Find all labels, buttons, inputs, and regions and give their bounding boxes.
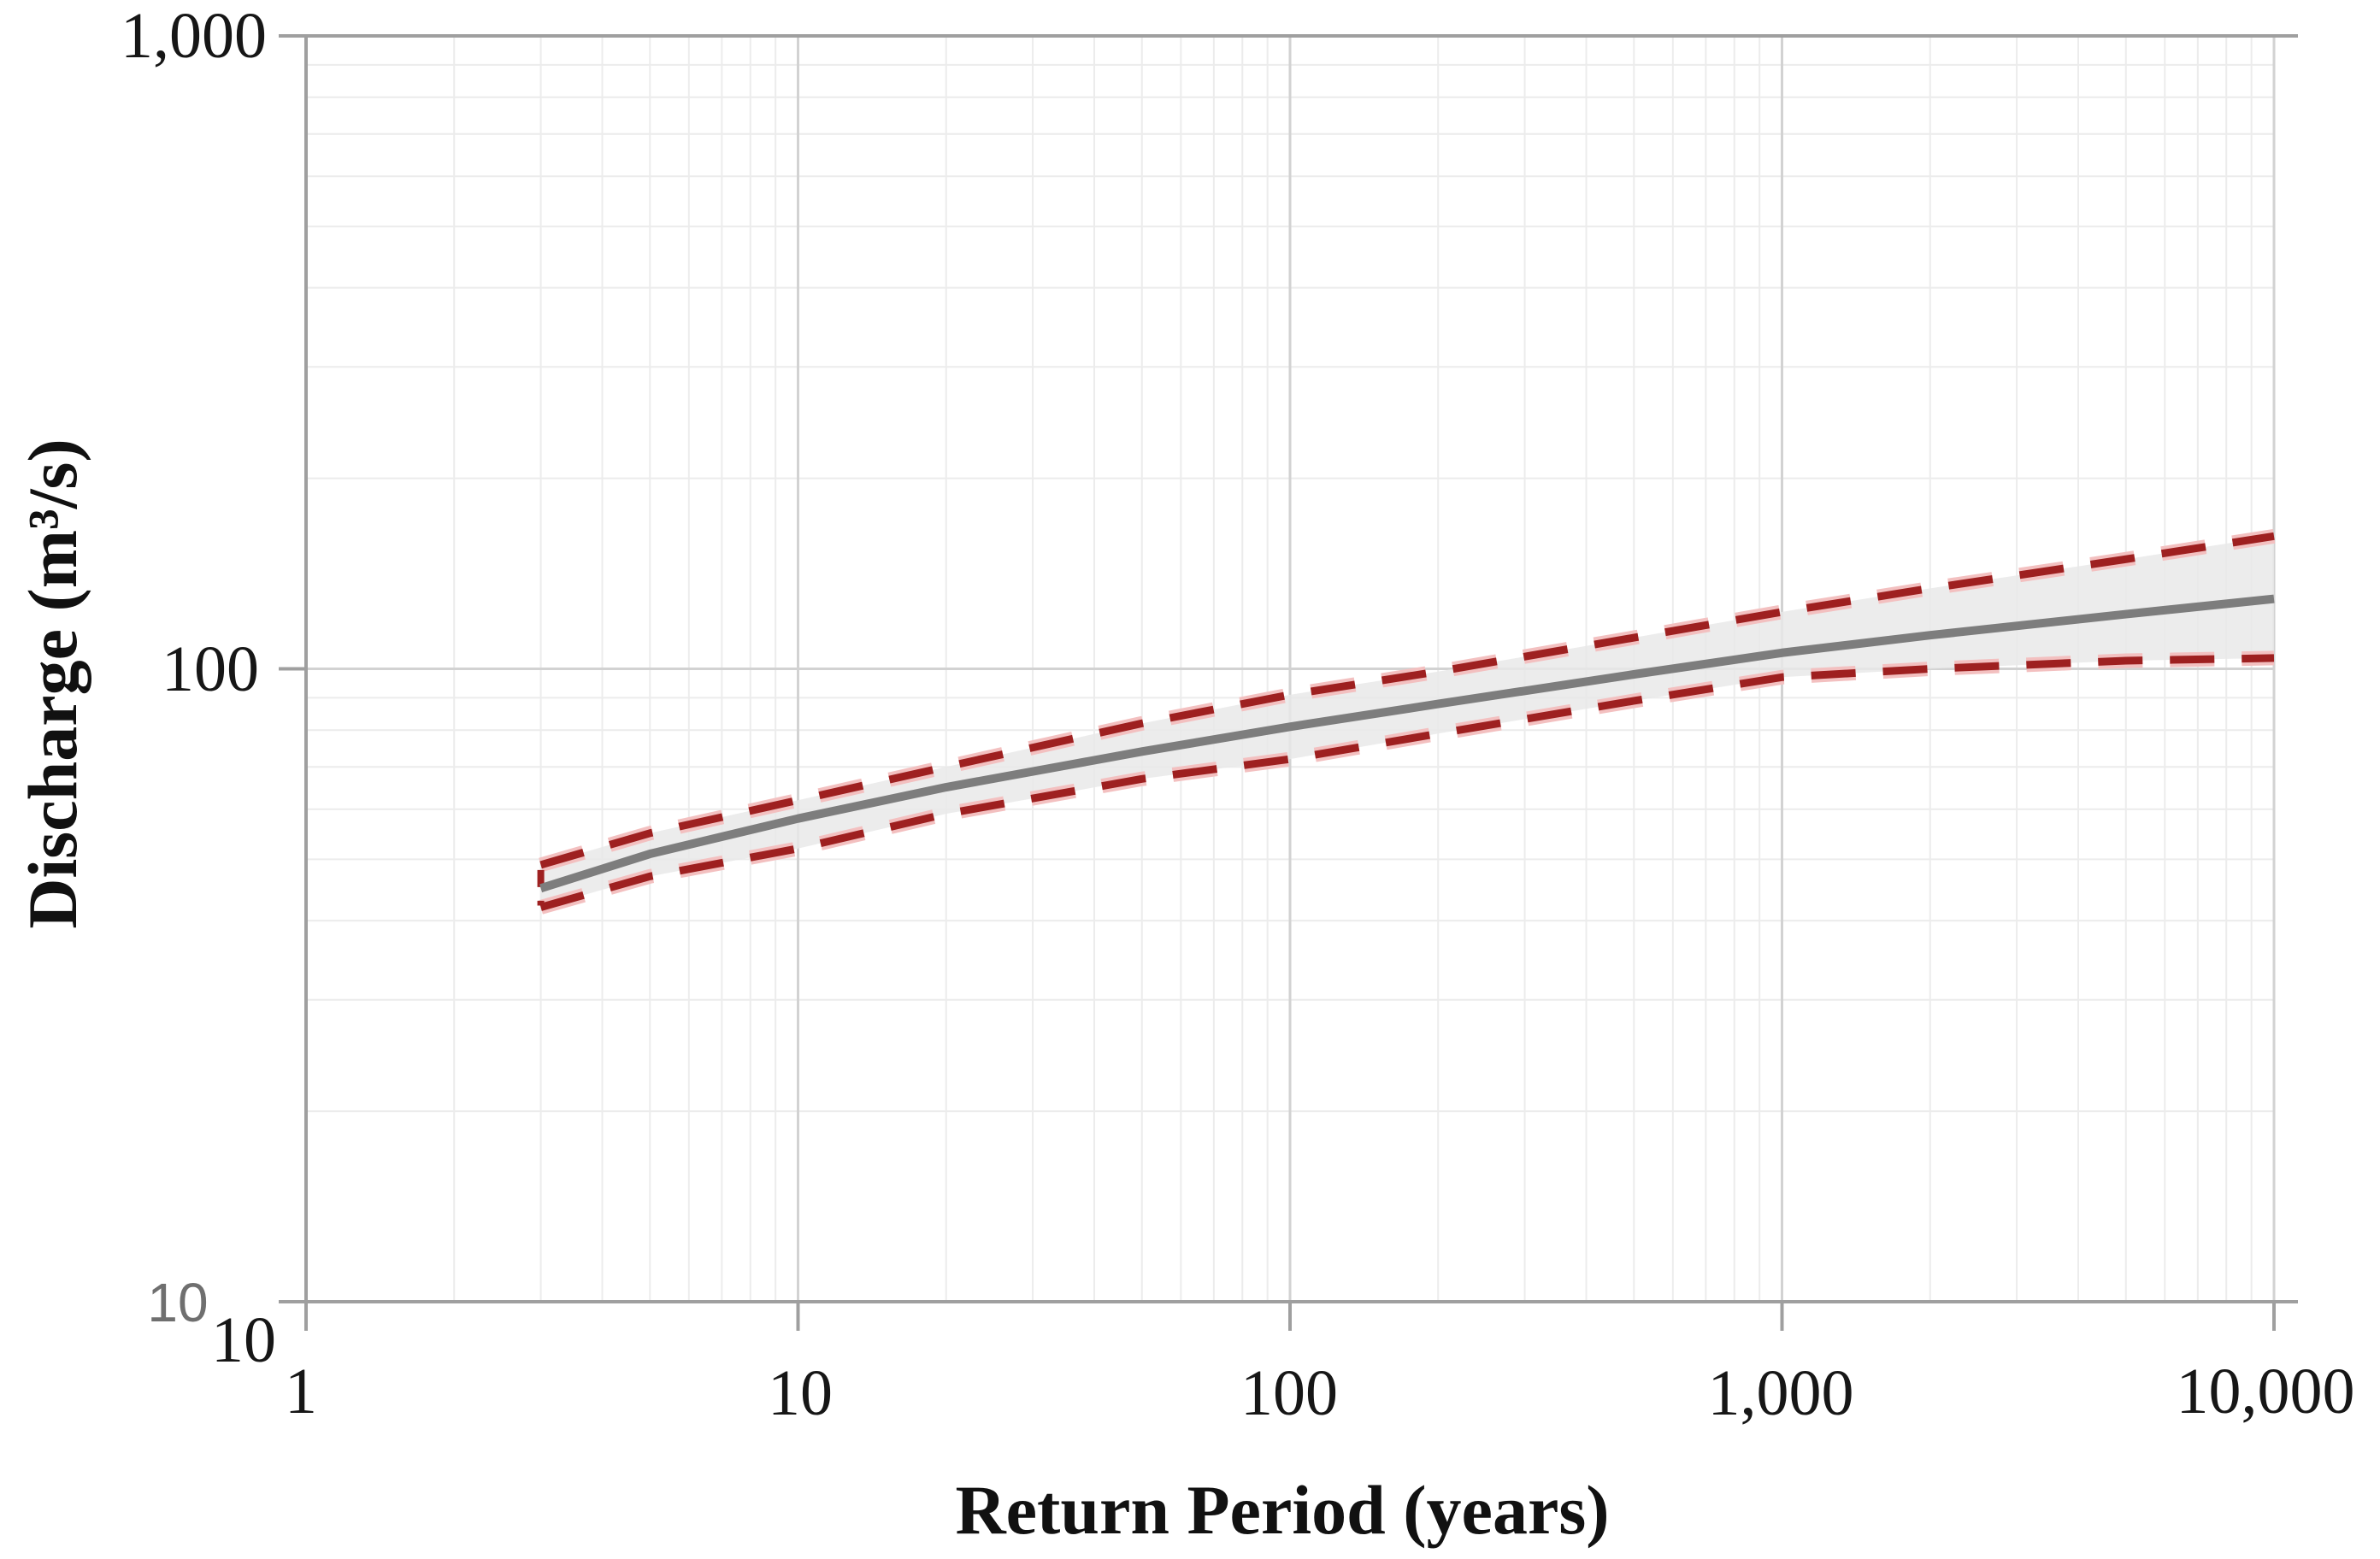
x-tick-label-10: 10 <box>768 1357 833 1429</box>
y-tick-label-10: 10 <box>211 1304 276 1376</box>
x-tick-label-100: 100 <box>1240 1357 1338 1429</box>
y-tick-label-1000: 1,000 <box>121 0 267 72</box>
y-axis-title: Discharge (m³/s) <box>14 438 91 929</box>
x-axis-title: Return Period (years) <box>955 1471 1610 1549</box>
x-tick-label-1: 1 <box>285 1356 317 1427</box>
x-tick-label-1000: 1,000 <box>1707 1357 1854 1429</box>
y-tick-label-100: 100 <box>162 633 259 705</box>
y-tick-label-10-stray-duplicate: 10 <box>147 1272 209 1333</box>
x-tick-label-10000: 10,000 <box>2176 1356 2355 1427</box>
